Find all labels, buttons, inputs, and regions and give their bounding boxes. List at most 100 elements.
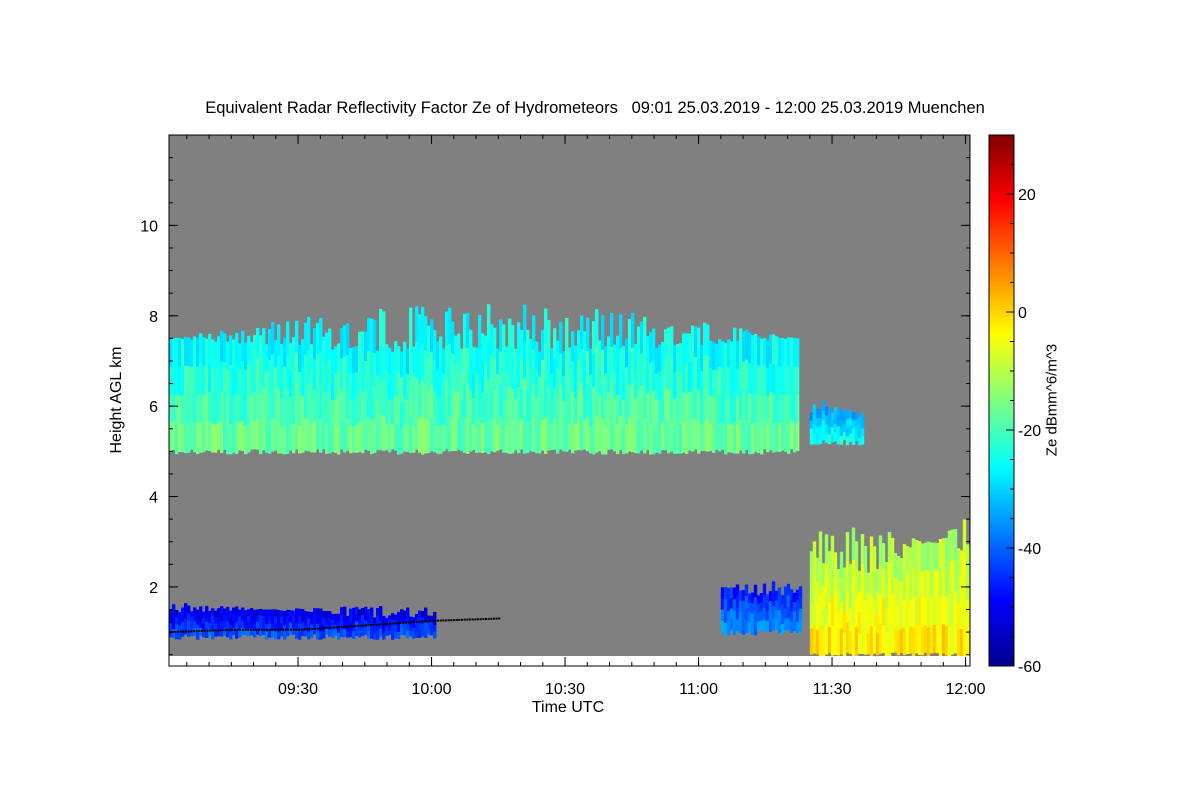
echo-cell <box>748 393 752 424</box>
echo-cell <box>649 332 653 364</box>
echo-cell <box>833 432 838 442</box>
echo-cell <box>217 364 221 394</box>
echo-cell <box>902 544 907 573</box>
echo-cell <box>640 385 644 419</box>
echo-cell <box>220 422 224 454</box>
cloud-base-mark <box>319 627 322 630</box>
echo-cell <box>421 629 425 637</box>
echo-cell <box>184 610 188 620</box>
echo-cell <box>226 629 230 638</box>
echo-cell <box>637 389 641 422</box>
echo-cell <box>295 630 299 639</box>
echo-cell <box>301 615 305 623</box>
echo-cell <box>818 593 823 626</box>
echo-cell <box>688 391 692 422</box>
echo-cell <box>403 423 407 452</box>
echo-cell <box>235 622 239 631</box>
echo-cell <box>199 613 203 622</box>
echo-cell <box>818 435 823 445</box>
echo-cell <box>418 610 422 618</box>
echo-cell <box>463 383 467 419</box>
echo-cell <box>736 340 740 370</box>
echo-cell <box>430 385 434 419</box>
echo-cell <box>902 571 907 600</box>
echo-cell <box>775 393 779 424</box>
echo-cell <box>274 395 278 424</box>
echo-cell <box>346 631 350 638</box>
echo-cell <box>397 373 401 401</box>
echo-cell <box>352 346 356 374</box>
echo-cell <box>358 421 362 452</box>
echo-cell <box>244 610 248 617</box>
echo-cell <box>280 623 284 631</box>
echo-cell <box>385 397 389 424</box>
echo-cell <box>774 619 779 630</box>
echo-cell <box>790 337 794 366</box>
echo-cell <box>798 597 803 610</box>
echo-cell <box>337 426 341 455</box>
echo-cell <box>622 399 626 428</box>
echo-cell <box>741 601 746 613</box>
echo-cell <box>487 304 491 343</box>
echo-cell <box>172 421 176 450</box>
echo-cell <box>762 583 767 597</box>
echo-cell <box>307 383 311 418</box>
echo-cell <box>697 421 701 454</box>
x-tick-label: 10:00 <box>412 681 452 698</box>
echo-cell <box>795 589 800 601</box>
echo-cell <box>190 623 194 630</box>
echo-cell <box>661 368 665 397</box>
echo-cell <box>953 590 958 623</box>
echo-cell <box>295 384 299 418</box>
echo-cell <box>226 341 230 371</box>
echo-cell <box>310 371 314 399</box>
echo-cell <box>502 324 506 357</box>
echo-cell <box>283 611 287 619</box>
echo-cell <box>790 365 794 394</box>
echo-cell <box>325 611 329 618</box>
echo-cell <box>523 378 527 417</box>
echo-cell <box>181 607 185 616</box>
echo-cell <box>565 351 569 386</box>
echo-cell <box>658 344 662 373</box>
echo-cell <box>848 586 853 610</box>
echo-cell <box>655 399 659 427</box>
echo-cell <box>796 366 800 395</box>
echo-cell <box>783 586 788 598</box>
echo-cell <box>325 628 329 635</box>
cloud-base-mark <box>375 623 378 626</box>
echo-cell <box>649 362 653 394</box>
echo-cell <box>721 422 725 450</box>
cloud-base-mark <box>428 620 431 622</box>
echo-cell <box>679 425 683 454</box>
echo-cell <box>745 389 749 420</box>
x-tick-label: 11:30 <box>813 681 852 698</box>
cloud-base-mark <box>399 622 402 624</box>
echo-cell <box>340 607 344 616</box>
echo-cell <box>789 610 794 623</box>
echo-cell <box>824 564 829 595</box>
echo-cell <box>346 386 350 419</box>
echo-cell <box>845 622 850 653</box>
echo-cell <box>259 615 263 623</box>
echo-cell <box>403 616 407 624</box>
echo-cell <box>727 395 731 425</box>
cloud-base-mark <box>292 628 295 631</box>
echo-cell <box>562 425 566 452</box>
echo-cell <box>328 623 332 631</box>
cloud-base-mark <box>439 619 442 622</box>
echo-cell <box>184 336 188 367</box>
echo-cell <box>851 527 856 561</box>
echo-cell <box>932 570 937 599</box>
echo-cell <box>694 418 698 450</box>
echo-cell <box>274 609 278 618</box>
echo-cell <box>349 615 353 624</box>
echo-cell <box>487 416 491 455</box>
echo-cell <box>403 622 407 630</box>
echo-cell <box>232 367 236 397</box>
echo-cell <box>959 629 964 656</box>
echo-cell <box>193 336 197 366</box>
cloud-base-mark <box>239 628 242 631</box>
echo-cell <box>568 423 572 450</box>
echo-cell <box>268 329 272 361</box>
